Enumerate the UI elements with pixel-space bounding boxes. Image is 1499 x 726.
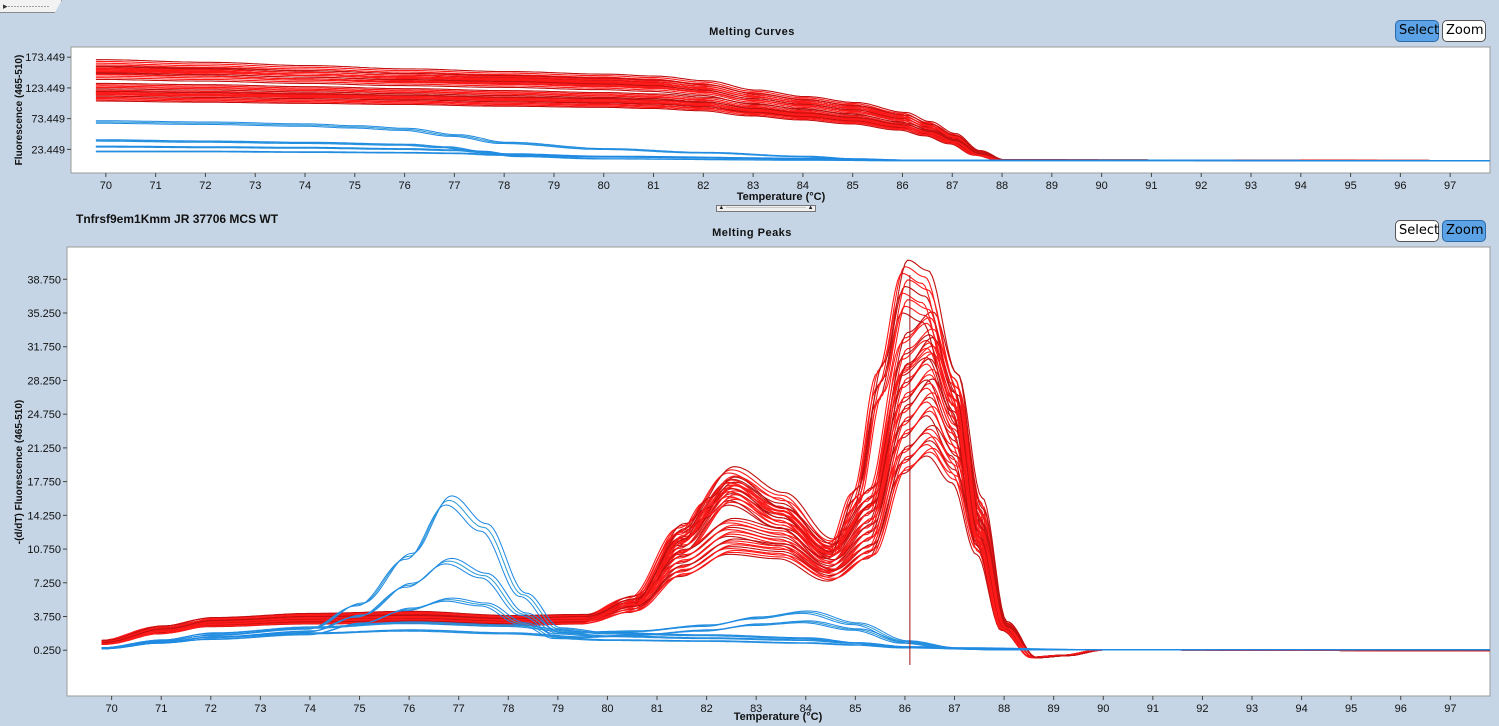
melting-peaks-y-label: -(d/dT) Fluorescence (465-510) [14, 400, 25, 544]
x-tick-label: 95 [1344, 180, 1356, 192]
x-tick-label: 87 [946, 180, 958, 192]
x-tick-label: 74 [304, 703, 316, 715]
x-tick-label: 81 [651, 703, 663, 715]
x-tick-label: 72 [199, 180, 211, 192]
melting-peaks-x-label: Temperature (°C) [734, 711, 823, 723]
x-tick-label: 86 [899, 703, 911, 715]
x-tick-label: 88 [996, 180, 1008, 192]
sample-name: Tnfrsf9em1Kmm JR 37706 MCS WT [76, 212, 279, 226]
x-tick-label: 73 [249, 180, 261, 192]
x-tick-label: 91 [1147, 703, 1159, 715]
bottom-select-button[interactable]: Select [1395, 220, 1439, 242]
panel-splitter[interactable]: ▲ ······································… [716, 205, 816, 212]
x-tick-label: 75 [353, 703, 365, 715]
y-tick-label: 28.250 [27, 375, 61, 387]
x-tick-label: 83 [750, 703, 762, 715]
series-line-7-2 [95, 150, 1490, 162]
y-tick-label: 73.449 [31, 114, 65, 126]
x-tick-label: 76 [403, 703, 415, 715]
y-tick-label: 31.750 [27, 342, 61, 354]
melting-curves-series [95, 59, 1490, 162]
x-tick-label: 96 [1395, 703, 1407, 715]
y-tick-label: 7.250 [33, 578, 61, 590]
x-tick-label: 84 [800, 703, 812, 715]
y-tick-label: 10.750 [27, 544, 61, 556]
x-tick-label: 92 [1196, 703, 1208, 715]
melting-curves-x-label: Temperature (°C) [737, 191, 826, 203]
y-tick-label: 14.250 [27, 510, 61, 522]
series-line-9-2 [101, 620, 1490, 651]
bottom-panel-title: Melting Peaks [712, 227, 792, 239]
x-tick-label: 80 [598, 180, 610, 192]
y-tick-label: 17.750 [27, 477, 61, 489]
x-tick-label: 86 [896, 180, 908, 192]
x-tick-label: 74 [299, 180, 311, 192]
x-tick-label: 94 [1295, 703, 1307, 715]
top-panel-title: Melting Curves [709, 26, 795, 38]
x-tick-label: 79 [552, 703, 564, 715]
bottom-zoom-button[interactable]: Zoom [1442, 220, 1486, 242]
melting-curves-x-ticks: 70 71 72 73 74 75 76 77 78 79 80 81 82 83 84 85 86 87 88 89… [100, 173, 1456, 192]
y-tick-label: 3.750 [33, 612, 61, 624]
x-tick-label: 95 [1345, 703, 1357, 715]
melting-peaks-x-ticks: 70 71 72 73 74 75 76 77 78 79 80 81 82 83 84 85 86 87 88 89… [105, 696, 1456, 715]
y-tick-label: 35.250 [27, 308, 61, 320]
top-select-button[interactable]: Select [1395, 20, 1439, 42]
melting-peaks-y-ticks: 0.250 3.750 7.250 10.750 14.250 17.750 21.250 2… [27, 274, 67, 657]
x-tick-label: 84 [797, 180, 809, 192]
x-tick-label: 77 [453, 703, 465, 715]
x-tick-label: 71 [155, 703, 167, 715]
x-tick-label: 89 [1048, 703, 1060, 715]
x-tick-label: 97 [1444, 703, 1456, 715]
x-tick-label: 70 [100, 180, 112, 192]
y-tick-label: 21.250 [27, 443, 61, 455]
x-tick-label: 82 [697, 180, 709, 192]
x-tick-label: 90 [1097, 703, 1109, 715]
x-tick-label: 96 [1394, 180, 1406, 192]
x-tick-label: 85 [847, 180, 859, 192]
x-tick-label: 93 [1246, 703, 1258, 715]
x-tick-label: 85 [849, 703, 861, 715]
x-tick-label: 76 [398, 180, 410, 192]
x-tick-label: 78 [498, 180, 510, 192]
x-tick-label: 97 [1444, 180, 1456, 192]
y-tick-label: 38.750 [27, 274, 61, 286]
x-tick-label: 77 [448, 180, 460, 192]
x-tick-label: 71 [150, 180, 162, 192]
x-tick-label: 91 [1145, 180, 1157, 192]
x-tick-label: 83 [747, 180, 759, 192]
x-tick-label: 94 [1295, 180, 1307, 192]
x-tick-label: 92 [1195, 180, 1207, 192]
y-tick-label: 24.750 [27, 409, 61, 421]
melting-peaks-chart[interactable]: 0.250 3.750 7.250 10.750 14.250 17.750 21.250 2… [0, 240, 1499, 726]
melting-peaks-series [101, 259, 1490, 659]
top-zoom-button[interactable]: Zoom [1442, 20, 1486, 42]
x-tick-label: 73 [254, 703, 266, 715]
x-tick-label: 87 [948, 703, 960, 715]
x-tick-label: 72 [205, 703, 217, 715]
x-tick-label: 80 [601, 703, 613, 715]
x-tick-label: 70 [105, 703, 117, 715]
x-tick-label: 75 [349, 180, 361, 192]
y-tick-label: 0.250 [33, 645, 61, 657]
x-tick-label: 81 [647, 180, 659, 192]
y-tick-label: 123.449 [25, 83, 65, 95]
x-tick-label: 93 [1245, 180, 1257, 192]
x-tick-label: 82 [700, 703, 712, 715]
y-tick-label: 173.449 [25, 52, 65, 64]
melting-curves-y-ticks: 23.449 73.449 123.449 173.449 [25, 52, 71, 156]
x-tick-label: 79 [548, 180, 560, 192]
x-tick-label: 78 [502, 703, 514, 715]
x-tick-label: 90 [1096, 180, 1108, 192]
y-tick-label: 23.449 [31, 144, 65, 156]
x-tick-label: 89 [1046, 180, 1058, 192]
x-tick-label: 88 [998, 703, 1010, 715]
melting-curves-y-label: Fluorescence (465-510) [14, 55, 25, 166]
